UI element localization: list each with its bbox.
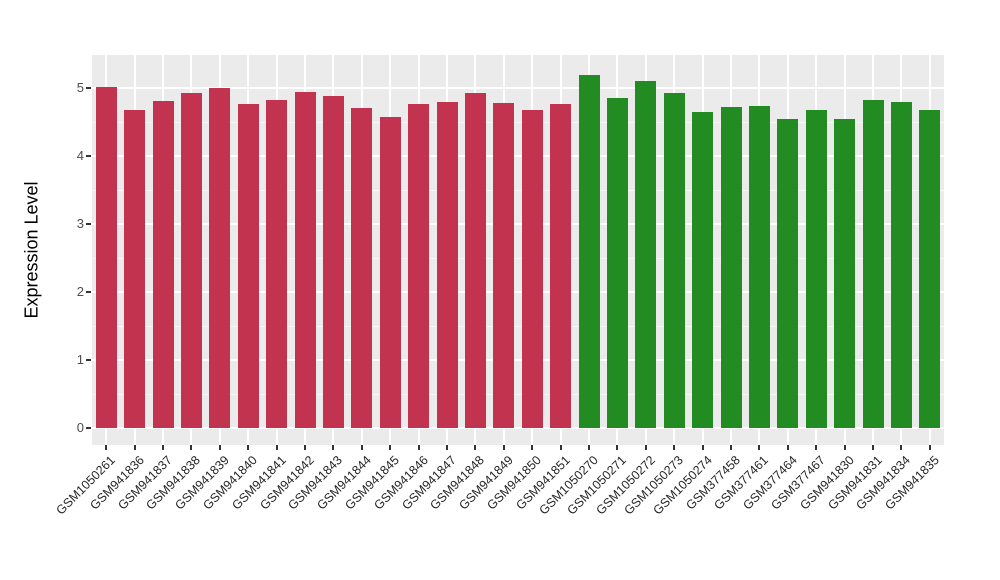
y-axis-title: Expression Level <box>21 181 42 319</box>
x-tick-mark <box>360 445 363 450</box>
x-tick-mark <box>218 445 221 450</box>
x-tick-mark <box>559 445 562 450</box>
gridline-major <box>92 291 944 293</box>
y-axis-title-box: Expression Level <box>18 55 46 445</box>
bar-GSM1050274 <box>692 111 714 428</box>
x-tick-mark <box>389 445 392 450</box>
bar-GSM941840 <box>237 104 259 428</box>
x-tick-mark <box>928 445 931 450</box>
gridline-minor <box>92 189 944 191</box>
bar-GSM377467 <box>805 110 827 428</box>
x-tick-mark <box>616 445 619 450</box>
bar-GSM941851 <box>550 103 572 428</box>
x-tick-mark <box>133 445 136 450</box>
plot-panel <box>92 55 944 445</box>
x-tick-mark <box>247 445 250 450</box>
bar-GSM1050270 <box>578 75 600 428</box>
bar-GSM941835 <box>919 109 941 428</box>
x-tick-mark <box>900 445 903 450</box>
gridline-major <box>92 155 944 157</box>
bar-GSM941836 <box>124 110 146 428</box>
x-tick-mark <box>758 445 761 450</box>
gridline-minor <box>92 325 944 327</box>
bar-GSM1050271 <box>606 98 628 428</box>
bar-GSM941850 <box>521 109 543 428</box>
gridline-minor <box>92 121 944 123</box>
bar-GSM941843 <box>322 96 344 428</box>
x-tick-mark <box>105 445 108 450</box>
gridline-minor <box>92 393 944 395</box>
bar-GSM1050273 <box>663 92 685 428</box>
y-tick-mark <box>86 427 91 429</box>
bar-GSM377458 <box>720 107 742 428</box>
gridline-major <box>92 359 944 361</box>
bar-GSM377461 <box>748 105 770 428</box>
x-tick-mark <box>843 445 846 450</box>
x-tick-mark <box>531 445 534 450</box>
bar-GSM941838 <box>180 93 202 428</box>
x-tick-mark <box>446 445 448 450</box>
bar-GSM941834 <box>890 101 912 428</box>
bar-GSM941831 <box>862 100 884 428</box>
bar-GSM941847 <box>436 101 458 428</box>
x-tick-mark <box>332 445 335 450</box>
y-tick-label: 5 <box>76 80 84 95</box>
bar-GSM1050272 <box>635 81 657 428</box>
x-tick-mark <box>815 445 818 450</box>
y-tick-label: 3 <box>76 216 84 231</box>
x-tick-mark <box>502 445 505 450</box>
bar-GSM941845 <box>379 117 401 428</box>
x-tick-mark <box>730 445 732 450</box>
x-tick-mark <box>417 445 420 450</box>
x-tick-mark <box>644 445 647 450</box>
x-tick-mark <box>673 445 676 450</box>
bar-GSM941839 <box>209 88 231 428</box>
y-tick-mark <box>86 223 91 225</box>
bar-GSM941849 <box>493 102 515 428</box>
x-tick-mark <box>872 445 874 450</box>
y-tick-label: 0 <box>76 420 84 435</box>
bar-GSM941841 <box>266 99 288 428</box>
y-tick-mark <box>86 359 91 361</box>
x-tick-mark <box>275 445 278 450</box>
gridline-major <box>92 223 944 225</box>
x-tick-mark <box>701 445 704 450</box>
x-tick-mark <box>304 445 306 450</box>
x-tick-mark <box>162 445 164 450</box>
bar-GSM1050261 <box>95 86 117 428</box>
y-tick-label: 4 <box>76 148 84 163</box>
bar-GSM941842 <box>294 92 316 428</box>
x-tick-mark <box>786 445 789 450</box>
bar-GSM941846 <box>408 104 430 428</box>
y-tick-mark <box>86 291 91 293</box>
bar-GSM941830 <box>834 118 856 428</box>
x-tick-mark <box>588 445 590 450</box>
bar-GSM377464 <box>777 119 799 428</box>
bar-GSM941837 <box>152 100 174 428</box>
x-tick-mark <box>474 445 477 450</box>
bar-GSM941844 <box>351 107 373 428</box>
y-tick-label: 2 <box>76 284 84 299</box>
gridline-major <box>92 427 944 429</box>
y-tick-label: 1 <box>76 352 84 367</box>
y-tick-mark <box>86 87 91 89</box>
x-tick-mark <box>190 445 193 450</box>
gridline-minor <box>92 257 944 259</box>
y-tick-mark <box>86 155 91 157</box>
gridline-major <box>92 87 944 89</box>
bar-GSM941848 <box>464 92 486 428</box>
